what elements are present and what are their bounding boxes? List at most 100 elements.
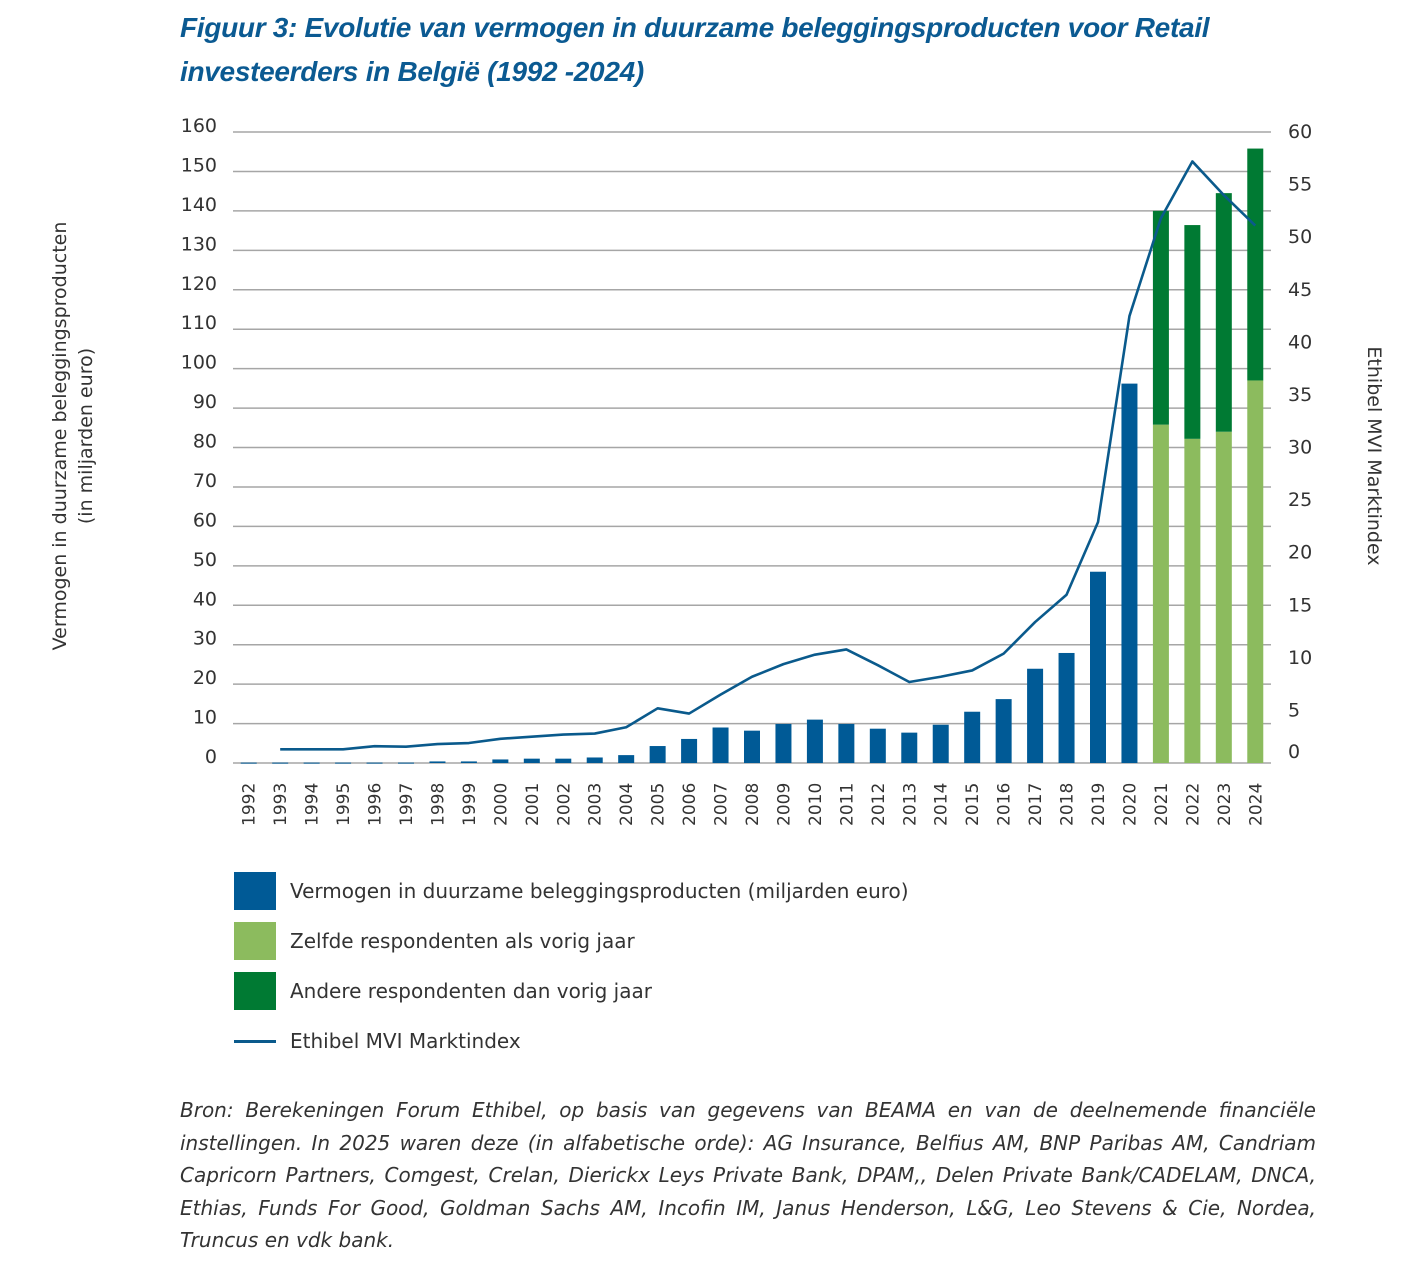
- bar-vermogen: [303, 762, 320, 764]
- bar-vermogen: [618, 755, 635, 763]
- x-tick-label: 1998: [428, 783, 448, 826]
- x-tick-label: 2023: [1215, 783, 1235, 826]
- y-tick-label: 130: [181, 233, 217, 255]
- x-tick-label: 2014: [932, 783, 952, 826]
- bar-vermogen: [335, 762, 352, 764]
- index-line: [280, 160, 1257, 751]
- y-tick-label: 80: [193, 431, 217, 453]
- y-axis-left-title-line2: (in miljarden euro): [75, 348, 97, 524]
- x-tick-label: 2008: [743, 783, 763, 826]
- bar-vermogen: [555, 758, 572, 763]
- x-tick-label: 2011: [837, 783, 857, 826]
- y2-tick-label: 5: [1288, 699, 1300, 721]
- y-tick-label: 60: [193, 509, 217, 531]
- bar-vermogen: [272, 762, 289, 764]
- y-axis-left-ticks: 0 10 20 30 40 50 60 70 80 90 100 110 120 130 140 150 160: [181, 115, 217, 768]
- bar-zelfde: [1184, 438, 1201, 763]
- y-axis-left-title-line1: Vermogen in duurzame beleggingsproducten: [49, 222, 71, 651]
- y-axis-right-ticks: 0 5 10 15 20 25 30 35 40 45 50 55 60: [1288, 121, 1312, 763]
- bar-vermogen: [869, 728, 886, 763]
- y2-tick-label: 10: [1288, 647, 1312, 669]
- y2-tick-label: 30: [1288, 437, 1312, 459]
- y-tick-label: 110: [181, 312, 217, 334]
- y-tick-label: 140: [181, 194, 217, 216]
- x-tick-label: 1995: [334, 783, 354, 826]
- bar-andere: [1152, 210, 1169, 425]
- bar-vermogen: [429, 761, 446, 763]
- y-tick-label: 10: [193, 707, 217, 729]
- bar-zelfde: [1215, 431, 1232, 763]
- bar-zelfde: [1152, 424, 1169, 763]
- legend-item-vermogen: Vermogen in duurzame beleggingsproducten…: [234, 866, 909, 916]
- bar-vermogen: [460, 761, 477, 763]
- y2-tick-label: 45: [1288, 279, 1312, 301]
- bar-zelfde: [1247, 380, 1264, 763]
- y2-tick-label: 20: [1288, 542, 1312, 564]
- x-tick-label: 2004: [617, 783, 637, 826]
- legend-item-index: Ethibel MVI Marktindex: [234, 1016, 909, 1066]
- y2-tick-label: 0: [1288, 741, 1300, 763]
- x-tick-label: 2006: [680, 783, 700, 826]
- y2-tick-label: 50: [1288, 226, 1312, 248]
- y2-tick-label: 60: [1288, 121, 1312, 143]
- y-axis-left-title-2: (in miljarden euro): [75, 348, 97, 524]
- x-tick-label: 2003: [586, 783, 606, 826]
- y-tick-label: 90: [193, 391, 217, 413]
- legend-item-andere: Andere respondenten dan vorig jaar: [234, 966, 909, 1016]
- x-tick-label: 2015: [963, 783, 983, 826]
- x-tick-label: 2002: [554, 783, 574, 826]
- bar-vermogen: [398, 762, 414, 764]
- x-tick-label: 2005: [649, 783, 669, 826]
- y-tick-label: 150: [181, 154, 217, 176]
- bar-vermogen: [240, 762, 257, 764]
- y2-tick-label: 25: [1288, 489, 1312, 511]
- legend-label: Zelfde respondenten als vorig jaar: [290, 929, 635, 953]
- y2-tick-label: 40: [1288, 331, 1312, 353]
- bar-vermogen: [744, 730, 760, 763]
- bar-vermogen: [1058, 652, 1075, 763]
- x-tick-label: 2007: [712, 783, 732, 826]
- legend-item-zelfde: Zelfde respondenten als vorig jaar: [234, 916, 909, 966]
- bar-vermogen: [712, 727, 729, 763]
- bar-vermogen: [523, 758, 540, 763]
- bar-andere: [1247, 148, 1264, 381]
- legend-swatch-andere: [234, 972, 276, 1010]
- bar-vermogen: [681, 738, 698, 763]
- x-tick-label: 2022: [1183, 783, 1203, 826]
- x-tick-label: 1996: [366, 783, 386, 826]
- y-tick-label: 50: [193, 549, 217, 571]
- legend-swatch-line: [234, 1039, 276, 1043]
- y-tick-label: 160: [181, 115, 217, 137]
- x-tick-label: 2018: [1058, 783, 1078, 826]
- x-tick-label: 2009: [774, 783, 794, 826]
- legend-label: Andere respondenten dan vorig jaar: [290, 979, 652, 1003]
- x-tick-label: 2013: [900, 783, 920, 826]
- y-tick-label: 30: [193, 628, 217, 650]
- x-tick-label: 2012: [869, 783, 889, 826]
- bar-vermogen: [1121, 383, 1138, 763]
- y-tick-label: 100: [181, 352, 217, 374]
- bar-andere: [1184, 225, 1201, 439]
- y-axis-right-title: Ethibel MVI Marktindex: [1363, 346, 1385, 565]
- x-tick-label: 1993: [271, 783, 291, 826]
- y-axis-left-title: Vermogen in duurzame beleggingsproducten: [49, 222, 71, 651]
- bar-andere: [1215, 193, 1232, 432]
- gridlines: [233, 131, 1271, 764]
- x-tick-label: 1992: [240, 783, 260, 826]
- x-tick-label: 2021: [1152, 783, 1172, 826]
- bar-vermogen: [806, 719, 823, 763]
- bar-vermogen: [964, 711, 981, 763]
- x-tick-label: 2020: [1120, 783, 1140, 826]
- x-tick-label: 2000: [491, 783, 511, 826]
- x-tick-label: 2001: [523, 783, 543, 826]
- legend-swatch-vermogen: [234, 872, 276, 910]
- y-tick-label: 40: [193, 588, 217, 610]
- y2-tick-label: 15: [1288, 594, 1312, 616]
- legend-swatch-zelfde: [234, 922, 276, 960]
- bar-vermogen: [995, 699, 1012, 763]
- bar-vermogen: [1027, 668, 1044, 763]
- x-tick-label: 1999: [460, 783, 480, 826]
- source-note: Bron: Berekeningen Forum Ethibel, op bas…: [180, 1098, 1316, 1252]
- x-tick-label: 1994: [303, 783, 323, 826]
- chart: 0102030405060708090100110120130140150160…: [49, 115, 1385, 826]
